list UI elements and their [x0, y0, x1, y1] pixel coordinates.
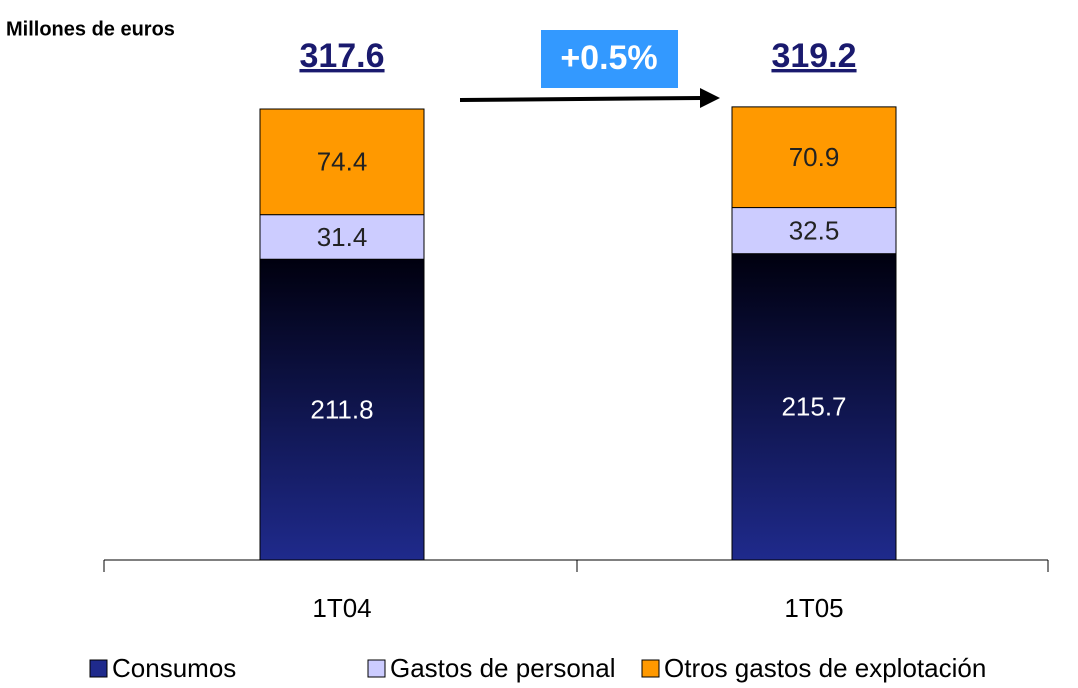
- chart-title: Millones de euros: [6, 18, 175, 40]
- data-label: 74.4: [317, 147, 368, 177]
- legend-label: Consumos: [112, 653, 236, 683]
- data-label: 31.4: [317, 222, 368, 252]
- data-label: 32.5: [789, 216, 840, 246]
- annotation-box: [541, 30, 678, 88]
- bar-segment: [259, 214, 425, 260]
- data-label: 70.9: [789, 142, 840, 172]
- legend-swatch: [641, 659, 660, 678]
- bar-segment: [259, 258, 425, 561]
- total-label: 317.6: [299, 37, 384, 75]
- legend-swatch: [89, 659, 108, 678]
- x-tick-label: 1T04: [312, 593, 371, 623]
- total-label: 319.2: [771, 37, 856, 75]
- data-label: 211.8: [310, 394, 373, 424]
- x-tick-label: 1T05: [784, 593, 843, 623]
- data-label: 215.7: [781, 392, 846, 422]
- legend-label: Gastos de personal: [390, 653, 615, 683]
- bar-segment: [731, 106, 897, 209]
- arrow-head: [700, 88, 720, 108]
- bar-segment: [731, 207, 897, 255]
- bar-segment: [259, 108, 425, 216]
- legend-swatch: [367, 659, 386, 678]
- legend-label: Otros gastos de explotación: [664, 653, 986, 683]
- bar-segment: [731, 253, 897, 561]
- arrow: [459, 96, 703, 102]
- annotation: +0.5%: [560, 39, 657, 77]
